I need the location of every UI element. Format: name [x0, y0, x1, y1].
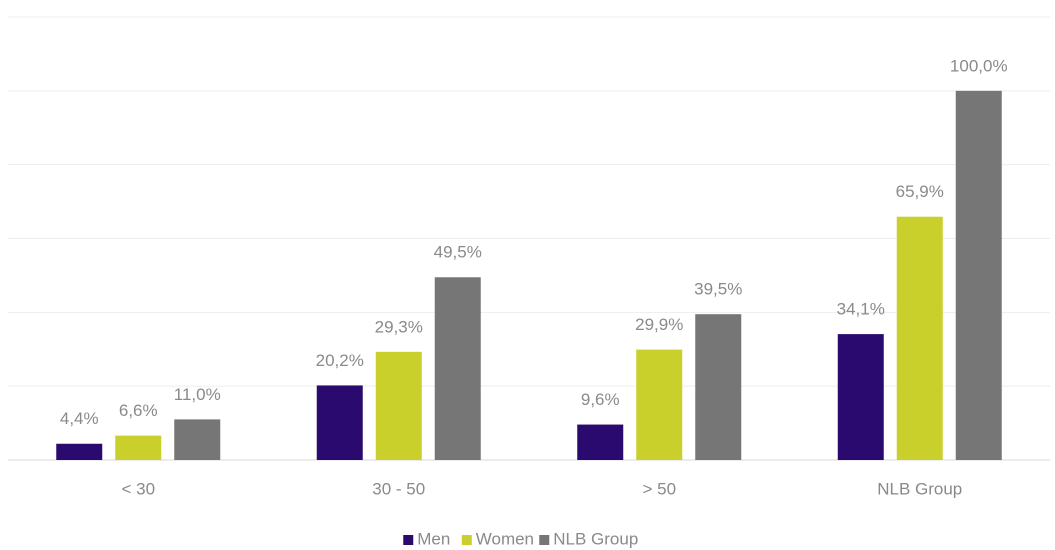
x-tick-label: > 50 — [642, 479, 676, 498]
data-label: 39,5% — [694, 280, 742, 299]
data-label: 29,3% — [375, 317, 423, 336]
legend-label: Women — [476, 529, 534, 548]
bar — [695, 314, 742, 460]
data-label: 11,0% — [174, 385, 221, 404]
data-label: 4,4% — [60, 409, 99, 428]
bar — [837, 334, 884, 460]
legend-swatch — [403, 535, 414, 545]
bar — [955, 90, 1002, 460]
legend-label: Men — [417, 529, 450, 548]
bar — [434, 277, 481, 460]
data-label: 20,2% — [316, 351, 364, 370]
data-label: 6,6% — [119, 401, 158, 420]
data-label: 9,6% — [581, 390, 620, 409]
legend-swatch — [539, 535, 550, 545]
bar — [115, 435, 162, 460]
data-label: 100,0% — [950, 56, 1008, 75]
data-label: 49,5% — [434, 243, 482, 262]
bar — [174, 419, 221, 460]
x-tick-label: < 30 — [121, 479, 155, 498]
x-tick-label: NLB Group — [877, 479, 962, 498]
bar — [56, 443, 103, 460]
bar — [896, 216, 943, 460]
bar — [636, 349, 683, 460]
legend-swatch — [461, 535, 472, 545]
bar — [577, 424, 624, 460]
x-tick-label: 30 - 50 — [372, 479, 425, 498]
data-label: 34,1% — [837, 300, 885, 319]
bar — [316, 385, 363, 460]
data-label: 65,9% — [896, 182, 944, 201]
data-label: 29,9% — [635, 315, 683, 334]
legend-label: NLB Group — [553, 529, 638, 548]
bar — [375, 351, 422, 460]
